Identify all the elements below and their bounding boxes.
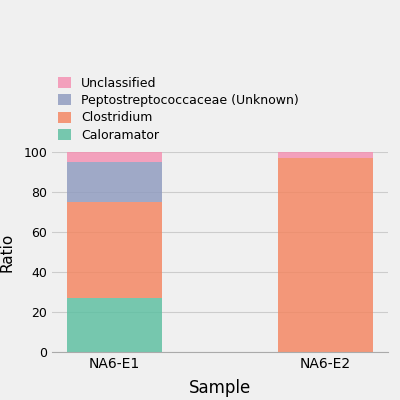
Bar bbox=[67, 162, 162, 202]
Legend: Unclassified, Peptostreptococcaceae (Unknown), Clostridium, Caloramator: Unclassified, Peptostreptococcaceae (Unk… bbox=[58, 77, 298, 142]
Bar bbox=[278, 158, 373, 352]
Y-axis label: Ratio: Ratio bbox=[0, 232, 15, 272]
Bar bbox=[67, 152, 162, 162]
X-axis label: Sample: Sample bbox=[189, 379, 251, 397]
Bar bbox=[278, 152, 373, 158]
Bar bbox=[67, 202, 162, 298]
Bar bbox=[67, 298, 162, 352]
